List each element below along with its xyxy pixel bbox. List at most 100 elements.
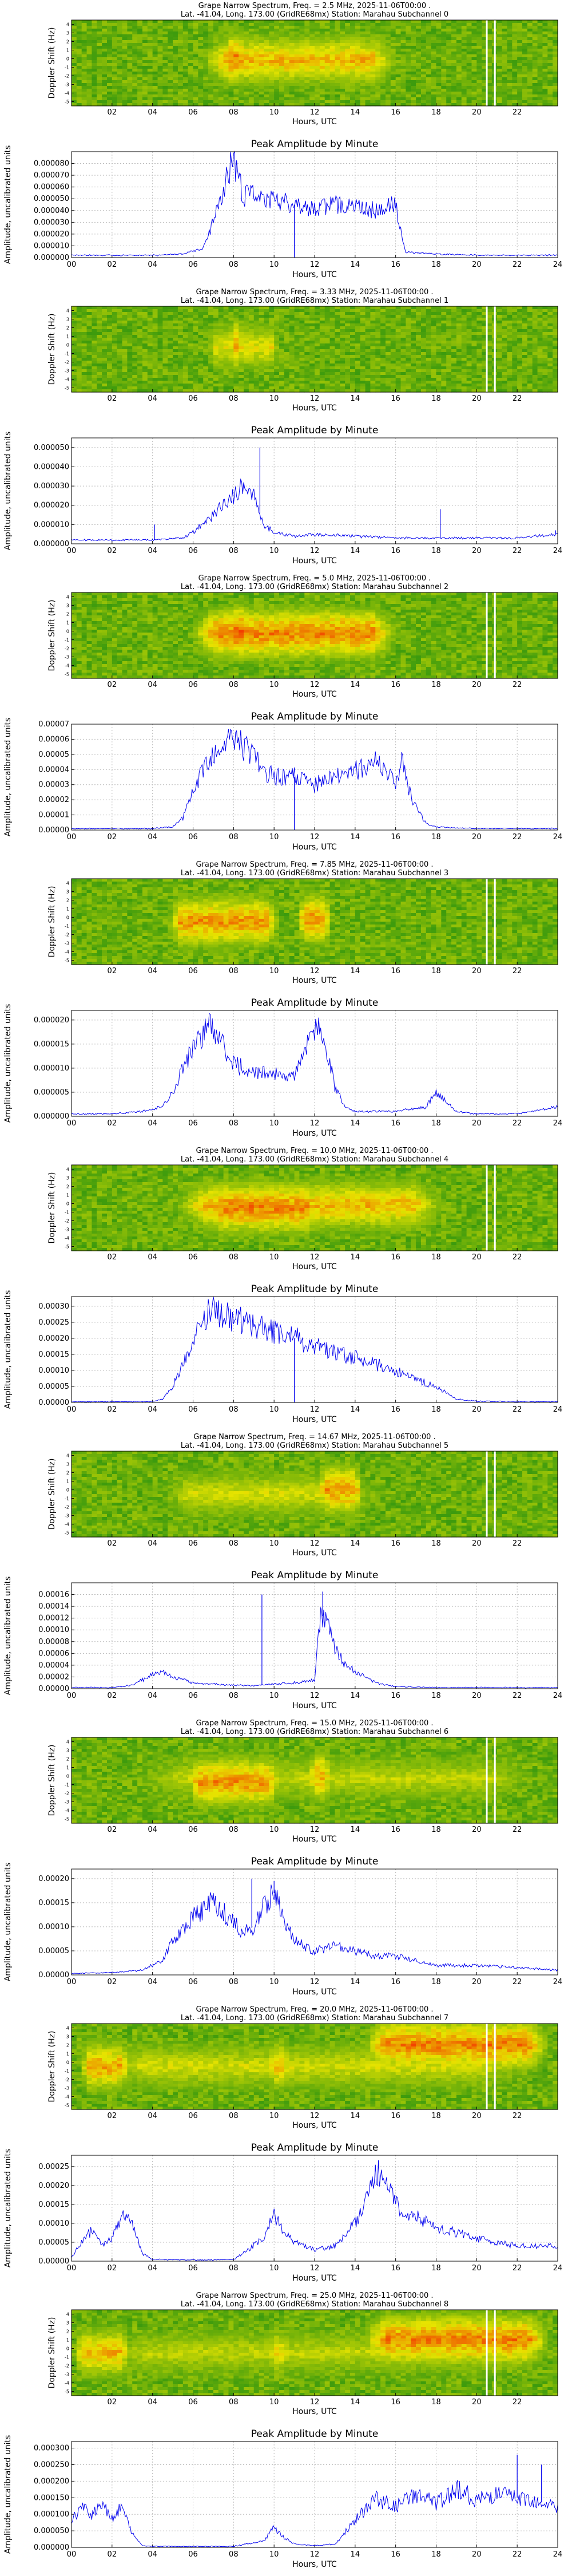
spectrum-cell	[182, 312, 189, 315]
spectrum-cell	[203, 349, 209, 353]
spectrum-cell	[340, 60, 345, 64]
spectrum-cell	[177, 77, 184, 81]
spectrum-cell	[360, 361, 366, 364]
spectrum-cell	[400, 43, 406, 46]
spectrum-cell	[168, 57, 173, 61]
spectrum-cell	[532, 63, 538, 66]
spectrum-cell	[137, 366, 143, 370]
spectrum-cell	[400, 49, 406, 52]
spectrum-cell	[315, 23, 320, 26]
spectrum-cell	[335, 355, 340, 358]
spectrum-cell	[309, 92, 315, 95]
spectrum-cell	[349, 43, 356, 46]
spectrum-cell	[487, 97, 492, 101]
spectrum-cell	[137, 306, 143, 310]
spectrum-cell	[76, 381, 82, 384]
spectrum-cell	[248, 20, 255, 23]
spectrum-cell	[86, 364, 93, 367]
spectrum-cell	[507, 72, 513, 75]
spectrum-cell	[340, 54, 345, 58]
spectrum-cell	[274, 375, 280, 378]
spectrum-cell	[177, 66, 184, 69]
spectrum-cell	[127, 378, 133, 381]
spectrum-cell	[527, 83, 533, 86]
spectrum-cell	[375, 94, 381, 98]
spectrum-cell	[431, 46, 437, 49]
spectrum-cell	[279, 37, 285, 41]
spectrum-cell	[142, 43, 148, 46]
spectrum-cell	[76, 355, 82, 358]
spectrum-cell	[299, 29, 305, 32]
spectrum-cell	[355, 384, 361, 387]
spectrum-cell	[86, 389, 93, 393]
spectrum-cell	[117, 349, 123, 353]
spectrum-cell	[269, 49, 275, 52]
spectrum-cell	[279, 329, 285, 333]
spectrum-cell	[380, 37, 386, 41]
spectrum-cell	[137, 97, 143, 101]
spectrum-cell	[203, 346, 209, 350]
spectrum-cell	[547, 100, 553, 104]
spectrum-cell	[329, 335, 336, 338]
spectrum-cell	[355, 346, 361, 350]
spectrum-cell	[81, 338, 88, 341]
spectrum-cell	[86, 49, 93, 52]
spectrum-cell	[102, 72, 108, 75]
spectrum-cell	[244, 54, 249, 58]
spectrum-cell	[97, 83, 102, 86]
spectrum-cell	[76, 34, 82, 38]
spectrum-cell	[208, 74, 214, 78]
spectrum-cell	[370, 358, 376, 361]
spectrum-cell	[299, 77, 305, 81]
spectrum-cell	[315, 54, 320, 58]
spectrum-cell	[117, 23, 123, 26]
spectrum-cell	[542, 52, 548, 55]
spectrum-cell	[92, 329, 97, 333]
spectrum-cell	[426, 103, 432, 106]
spectrum-cell	[157, 343, 163, 347]
spectrum-cell	[239, 341, 244, 344]
spectrum-cell	[406, 315, 411, 318]
spectrum-cell	[400, 341, 406, 344]
spectrum-cell	[132, 375, 138, 378]
spectrum-cell	[279, 326, 285, 330]
spectrum-cell	[213, 349, 219, 353]
spectrum-cell	[335, 52, 340, 55]
spectrum-cell	[182, 72, 189, 75]
spectrum-cell	[380, 83, 386, 86]
spectrum-cell	[446, 94, 452, 98]
spectrum-cell	[173, 49, 178, 52]
spectrum-cell	[365, 346, 371, 350]
spectrum-cell	[239, 343, 244, 347]
spectrum-cell	[173, 94, 178, 98]
spectrum-cell	[223, 372, 229, 376]
spectrum-cell	[259, 34, 265, 38]
spectrum-cell	[72, 384, 77, 387]
spectrum-cell	[157, 312, 163, 315]
spectrum-cell	[466, 29, 472, 32]
spectrum-cell	[248, 378, 255, 381]
spectrum-cell	[436, 54, 442, 58]
spectrum-cell	[345, 361, 351, 364]
spectrum-cell	[117, 335, 123, 338]
spectrum-cell	[446, 72, 452, 75]
spectrum-cell	[97, 346, 102, 350]
spectrum-cell	[218, 386, 224, 390]
spectrum-cell	[395, 309, 402, 313]
spectrum-cell	[218, 74, 224, 78]
spectrum-cell	[173, 323, 178, 327]
spectrum-cell	[324, 318, 331, 321]
spectrum-cell	[349, 378, 356, 381]
spectrum-cell	[365, 66, 371, 69]
spectrum-cell	[248, 386, 255, 390]
spectrum-cell	[345, 97, 351, 101]
spectrum-cell	[502, 43, 508, 46]
spectrum-cell	[132, 77, 138, 81]
spectrum-cell	[466, 26, 472, 29]
spectrum-cell	[112, 346, 118, 350]
spectrum-cell	[380, 57, 386, 61]
spectrum-cell	[411, 46, 416, 49]
spectrum-cell	[86, 366, 93, 370]
spectrum-cell	[137, 46, 143, 49]
spectrum-cell	[122, 29, 128, 32]
